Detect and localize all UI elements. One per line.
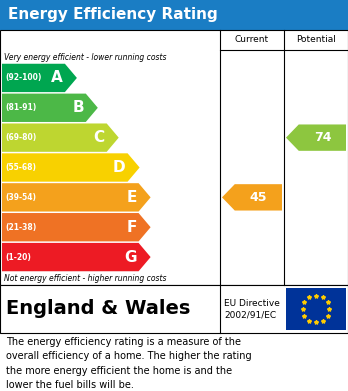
Text: EU Directive
2002/91/EC: EU Directive 2002/91/EC [224, 299, 280, 319]
Text: 45: 45 [250, 191, 267, 204]
Text: Energy Efficiency Rating: Energy Efficiency Rating [8, 7, 218, 23]
Text: (39-54): (39-54) [5, 193, 36, 202]
Text: (81-91): (81-91) [5, 103, 36, 112]
Polygon shape [2, 124, 119, 152]
Text: E: E [126, 190, 137, 205]
Polygon shape [2, 153, 140, 182]
Polygon shape [2, 243, 151, 271]
Polygon shape [2, 183, 151, 212]
Text: (21-38): (21-38) [5, 223, 36, 232]
Bar [0, 285, 348, 333]
Text: C: C [94, 130, 105, 145]
Text: Current: Current [235, 36, 269, 45]
Polygon shape [2, 93, 98, 122]
Text: Very energy efficient - lower running costs: Very energy efficient - lower running co… [4, 53, 166, 62]
Text: Not energy efficient - higher running costs: Not energy efficient - higher running co… [4, 274, 166, 283]
Text: D: D [113, 160, 126, 175]
Text: (69-80): (69-80) [5, 133, 36, 142]
Text: G: G [124, 249, 137, 265]
Text: A: A [51, 70, 63, 85]
Polygon shape [286, 124, 346, 151]
Polygon shape [2, 64, 77, 92]
Text: The energy efficiency rating is a measure of the
overall efficiency of a home. T: The energy efficiency rating is a measur… [6, 337, 252, 390]
Polygon shape [2, 213, 151, 241]
Text: (55-68): (55-68) [5, 163, 36, 172]
Polygon shape [222, 184, 282, 210]
Bar [0, 0, 348, 30]
Text: Potential: Potential [296, 36, 336, 45]
Text: 74: 74 [314, 131, 331, 144]
Bar [0, 30, 348, 285]
Text: F: F [126, 220, 137, 235]
Text: England & Wales: England & Wales [6, 300, 190, 319]
Bar [286, 288, 346, 330]
Text: (92-100): (92-100) [5, 74, 41, 83]
Text: B: B [72, 100, 84, 115]
Text: (1-20): (1-20) [5, 253, 31, 262]
